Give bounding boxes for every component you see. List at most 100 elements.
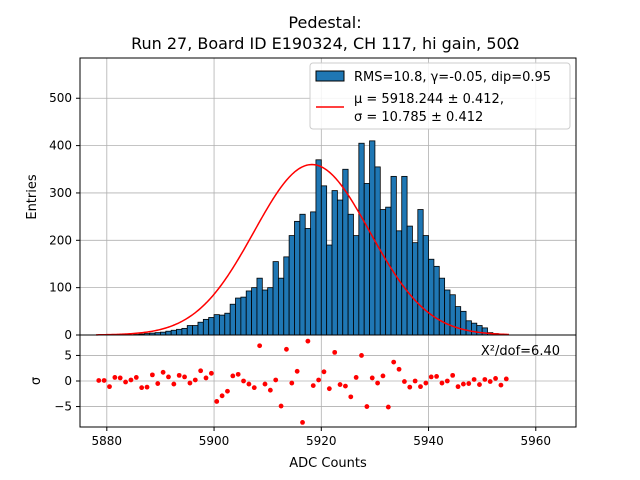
- histogram-ytick-label-1: 100: [49, 281, 72, 295]
- residual-point: [176, 372, 182, 378]
- residual-point: [455, 384, 461, 390]
- residual-point: [144, 384, 150, 390]
- residual-point: [300, 420, 305, 425]
- histogram-bar: [412, 242, 419, 336]
- residual-ytick-label-2: 5: [64, 348, 72, 362]
- histogram-bar: [320, 185, 328, 336]
- residual-annotation: X²/dof=6.40: [481, 344, 560, 359]
- residual-panel: −505 5880 5900 5920 5940 5960 X²/dof=6.40 σ …: [29, 334, 577, 471]
- histogram-bar: [181, 327, 188, 336]
- histogram-panel: 0 100 200 300 400 500 Entries RMS=10.8, γ=-0.…: [25, 57, 577, 342]
- residual-ytick-label-1: 0: [64, 374, 72, 388]
- residual-point: [332, 349, 338, 355]
- residual-point: [391, 359, 397, 365]
- residual-point: [477, 382, 482, 387]
- histogram-bar: [401, 175, 408, 336]
- residual-point: [246, 381, 252, 387]
- histogram-y-axis-label: Entries: [25, 174, 40, 220]
- residual-point: [128, 377, 134, 383]
- histogram-bar: [417, 209, 424, 336]
- residual-point: [428, 374, 434, 380]
- histogram-bar: [444, 289, 451, 336]
- chart-subtitle: Run 27, Board ID E190324, CH 117, hi gai…: [131, 34, 519, 53]
- residual-point: [208, 370, 214, 376]
- residual-point: [369, 375, 375, 381]
- residual-point: [487, 379, 493, 384]
- residual-point: [182, 374, 187, 380]
- histogram-bar: [331, 190, 338, 336]
- histogram-bar: [326, 244, 333, 336]
- residual-point: [412, 378, 418, 384]
- x-tick-label-2: 5920: [306, 434, 337, 448]
- histogram-bar: [213, 314, 220, 336]
- residual-point: [273, 377, 279, 383]
- histogram-bar: [347, 213, 354, 336]
- residual-point: [385, 404, 391, 410]
- histogram-bar: [310, 211, 317, 336]
- residual-point: [139, 385, 145, 391]
- residual-point: [503, 376, 509, 382]
- histogram-bar: [283, 256, 290, 336]
- residual-point: [359, 353, 364, 358]
- residual-point: [117, 375, 123, 381]
- residual-point: [96, 378, 102, 383]
- legend-histogram-label: RMS=10.8, γ=-0.05, dip=0.95: [354, 70, 551, 85]
- residual-point: [214, 399, 220, 404]
- histogram-bar: [208, 317, 215, 336]
- histogram-bar: [294, 220, 301, 336]
- histogram-bar: [406, 225, 413, 336]
- residual-point: [160, 369, 166, 375]
- histogram-ytick-label-3: 300: [49, 186, 72, 200]
- histogram-bar: [299, 213, 306, 336]
- residual-point: [123, 379, 128, 385]
- residual-point: [257, 343, 263, 349]
- residual-point: [267, 387, 273, 393]
- residual-point: [171, 381, 177, 387]
- histogram-bar: [422, 235, 429, 336]
- residual-point: [262, 381, 268, 387]
- x-tick-label-3: 5940: [413, 434, 444, 448]
- histogram-bar: [288, 235, 295, 336]
- histogram-bar: [390, 175, 397, 336]
- histogram-ytick-label-4: 400: [49, 139, 72, 153]
- legend-fit-label-line1: μ = 5918.244 ± 0.412,: [354, 92, 504, 107]
- histogram-bars: [133, 140, 505, 336]
- residual-point: [198, 368, 204, 374]
- histogram-bar: [476, 325, 483, 336]
- residual-point: [225, 388, 230, 394]
- residual-y-axis-label: σ: [29, 377, 44, 385]
- residual-point: [321, 369, 327, 375]
- x-tick-label-4: 5960: [521, 434, 552, 448]
- histogram-ytick-label-0: 0: [64, 328, 72, 342]
- residual-point: [235, 371, 241, 377]
- residual-point: [133, 375, 139, 380]
- residual-point: [407, 384, 413, 390]
- residual-point: [402, 379, 407, 384]
- residual-y-ticks: −5 0 5: [54, 348, 80, 414]
- residual-point: [289, 380, 295, 386]
- residual-point: [278, 403, 284, 409]
- histogram-bar: [240, 296, 247, 336]
- chart-title: Pedestal:: [288, 13, 361, 32]
- residual-point: [460, 381, 466, 387]
- residual-point: [375, 380, 380, 386]
- residual-x-ticks: 5880 5900 5920 5940 5960: [92, 427, 552, 448]
- histogram-bar: [363, 183, 370, 336]
- histogram-bar: [186, 325, 194, 336]
- residual-point: [155, 381, 161, 386]
- residual-point: [203, 375, 209, 381]
- residual-point: [101, 378, 107, 383]
- residual-point: [305, 338, 311, 344]
- residual-point: [498, 382, 504, 388]
- residual-point: [396, 366, 402, 372]
- histogram-bar: [251, 287, 258, 336]
- residual-point: [482, 377, 488, 382]
- residual-point: [439, 380, 445, 386]
- x-tick-label-1: 5900: [199, 434, 230, 448]
- histogram-bar: [428, 258, 435, 336]
- histogram-bar: [219, 314, 226, 336]
- histogram-bar: [229, 303, 236, 336]
- residual-point: [230, 373, 236, 379]
- histogram-bar: [304, 228, 311, 336]
